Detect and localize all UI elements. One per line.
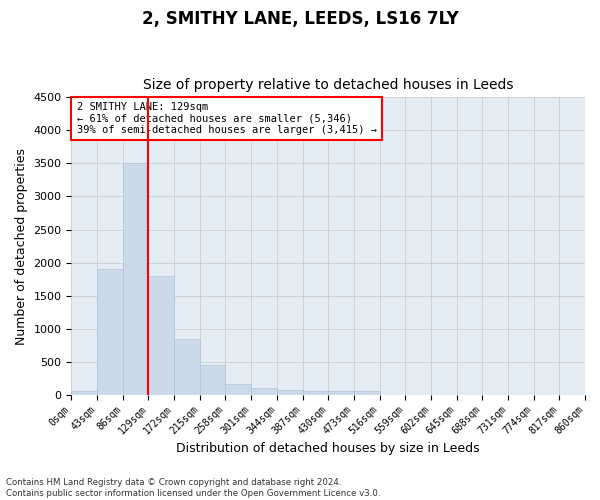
Bar bbox=[148, 276, 174, 394]
Text: Contains HM Land Registry data © Crown copyright and database right 2024.
Contai: Contains HM Land Registry data © Crown c… bbox=[6, 478, 380, 498]
Text: 2 SMITHY LANE: 129sqm
← 61% of detached houses are smaller (5,346)
39% of semi-d: 2 SMITHY LANE: 129sqm ← 61% of detached … bbox=[77, 102, 377, 135]
Bar bbox=[71, 392, 97, 394]
Y-axis label: Number of detached properties: Number of detached properties bbox=[15, 148, 28, 344]
X-axis label: Distribution of detached houses by size in Leeds: Distribution of detached houses by size … bbox=[176, 442, 480, 455]
Title: Size of property relative to detached houses in Leeds: Size of property relative to detached ho… bbox=[143, 78, 514, 92]
Bar bbox=[200, 365, 226, 394]
Bar bbox=[251, 388, 277, 394]
Bar bbox=[354, 392, 380, 394]
Bar bbox=[174, 338, 200, 394]
Bar bbox=[328, 391, 354, 394]
Bar bbox=[277, 390, 302, 394]
Bar bbox=[302, 391, 328, 394]
Bar bbox=[97, 269, 123, 394]
Text: 2, SMITHY LANE, LEEDS, LS16 7LY: 2, SMITHY LANE, LEEDS, LS16 7LY bbox=[142, 10, 458, 28]
Bar bbox=[123, 164, 148, 394]
Bar bbox=[226, 384, 251, 394]
